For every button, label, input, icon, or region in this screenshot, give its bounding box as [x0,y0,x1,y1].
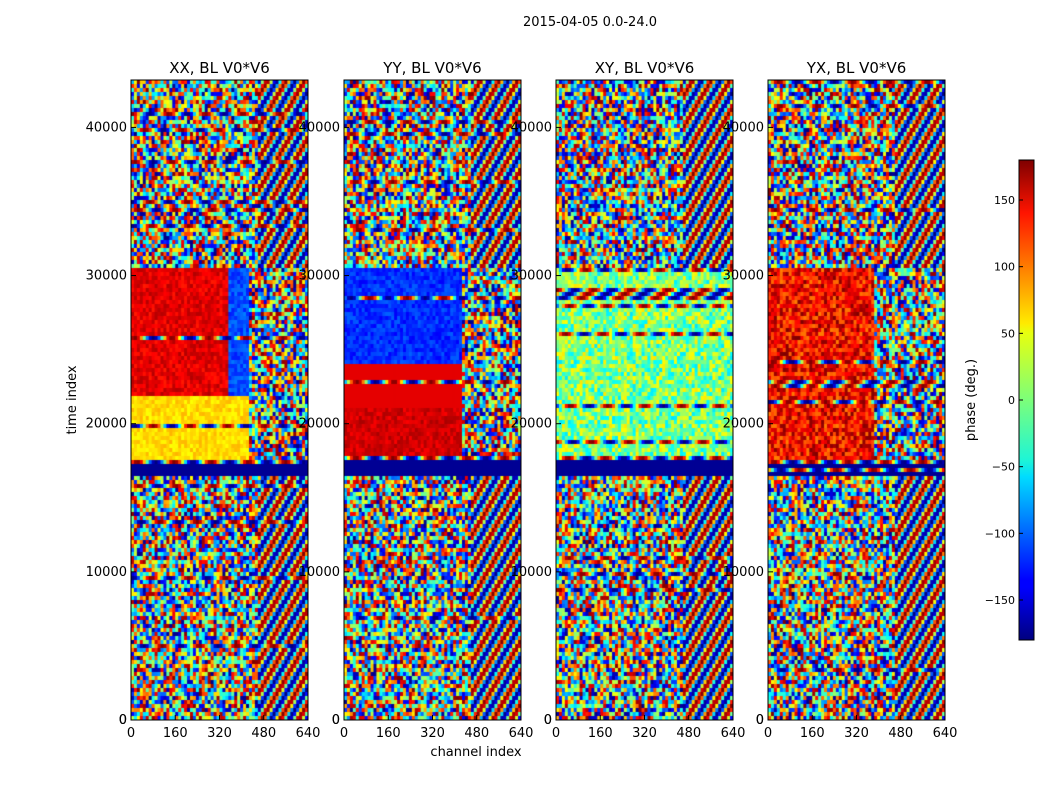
x-tick-label: 320 [844,726,869,741]
colorbar-tick-label: −100 [985,527,1015,540]
x-tick-label: 480 [676,726,701,741]
colorbar: phase (deg.) −150 −100 −50 0 50 100 150 [964,159,1035,641]
y-tick-label: 30000 [723,269,764,284]
y-tick-label: 40000 [299,120,340,135]
y-tick-label: 0 [119,713,127,728]
panel-title: XX, BL V0*V6 [169,59,270,77]
y-tick-label: 30000 [86,269,127,284]
y-tick-label: 40000 [723,120,764,135]
x-tick-label: 160 [376,726,401,741]
panel-title: XY, BL V0*V6 [595,59,695,77]
colorbar-tick-label: −150 [985,594,1015,607]
heatmap-image [556,80,733,720]
y-tick-label: 0 [119,713,127,728]
x-tick-label: 160 [588,726,613,741]
y-tick-label: 0 [332,713,340,728]
y-tick-label: 0 [332,713,340,728]
y-tick-label: 20000 [299,417,340,432]
y-tick-label: 40000 [511,120,552,135]
heatmap-image [344,80,521,720]
y-tick-label: 30000 [299,269,340,284]
x-tick-label: 0 [764,726,772,741]
y-tick-label: 40000 [86,120,127,135]
x-tick-label: 160 [163,726,188,741]
x-tick-label: 160 [800,726,825,741]
x-tick-label: 480 [464,726,489,741]
colorbar-tick-label: 100 [994,261,1015,274]
heatmap-image [131,80,308,720]
heatmap-image [768,80,945,720]
colorbar-tick-label: 50 [1001,327,1015,340]
x-tick-label: 0 [340,726,348,741]
x-tick-label: 480 [888,726,913,741]
y-tick-label: 0 [756,713,764,728]
y-tick-label: 20000 [86,417,127,432]
colorbar-tick-label: 150 [994,194,1015,207]
y-tick-label: 0 [544,713,552,728]
x-tick-label: 480 [251,726,276,741]
y-tick-label: 0 [756,713,764,728]
y-tick-label: 10000 [723,565,764,580]
x-axis-label: channel index [430,745,521,760]
y-axis-label: time index [65,365,80,434]
panel-title: YY, BL V0*V6 [382,59,481,77]
x-tick-label: 640 [721,726,746,741]
x-tick-label: 640 [933,726,958,741]
x-tick-label: 320 [632,726,657,741]
x-tick-label: 640 [509,726,534,741]
y-tick-label: 10000 [511,565,552,580]
colorbar-tick-label: −50 [992,461,1015,474]
x-tick-label: 0 [127,726,135,741]
y-tick-label: 20000 [511,417,552,432]
y-tick-label: 20000 [723,417,764,432]
colorbar-tick-label: 0 [1008,394,1015,407]
x-tick-label: 640 [296,726,321,741]
y-tick-label: 10000 [299,565,340,580]
colorbar-label: phase (deg.) [964,359,979,441]
y-tick-label: 10000 [86,565,127,580]
figure-suptitle: 2015-04-05 0.0-24.0 [523,15,657,30]
panel-title: YX, BL V0*V6 [806,59,907,77]
x-tick-label: 320 [420,726,445,741]
y-tick-label: 0 [544,713,552,728]
y-tick-label: 30000 [511,269,552,284]
x-tick-label: 320 [207,726,232,741]
x-tick-label: 0 [552,726,560,741]
